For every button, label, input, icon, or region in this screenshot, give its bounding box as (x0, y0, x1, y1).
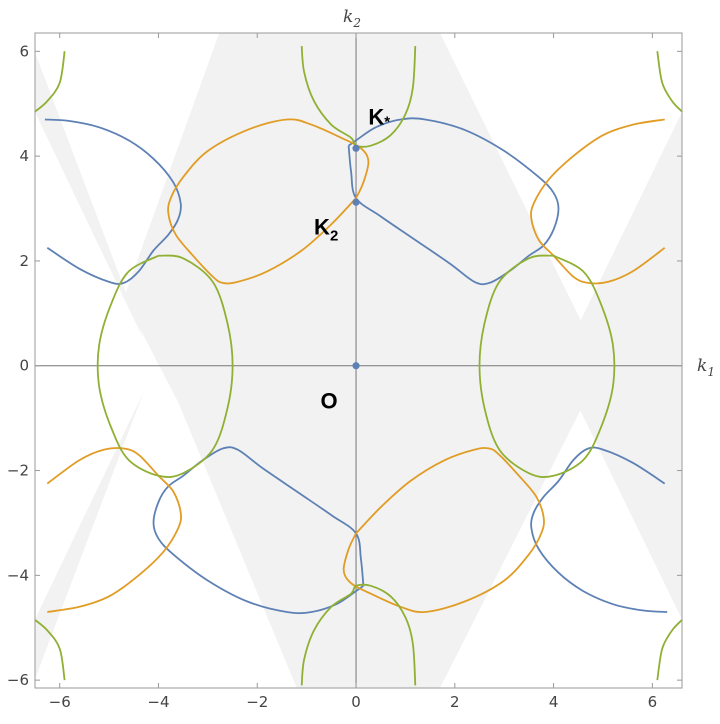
green-curve (656, 619, 682, 681)
x-tick-label: 4 (549, 693, 559, 711)
x-tick-label: −2 (246, 693, 268, 711)
shaded-region (35, 391, 144, 680)
plot-frame (34, 32, 683, 689)
green-curve (300, 583, 417, 686)
annotation-label: O (320, 389, 337, 414)
annotation-label: K* (368, 105, 390, 131)
shaded-region (123, 33, 356, 688)
y-tick-label: 2 (19, 252, 29, 270)
green-curve (35, 51, 66, 113)
axis-labels: k2 k1 (343, 7, 715, 379)
shaded-region (35, 52, 144, 340)
y-tick-label: 0 (19, 357, 29, 375)
y-tick-label: −2 (7, 462, 29, 480)
y-tick-label: 6 (19, 42, 29, 60)
green-curve (656, 51, 682, 113)
blue-curve (347, 117, 560, 286)
data-point (352, 144, 360, 152)
x-tick-label: 6 (648, 693, 658, 711)
orange-curve (530, 118, 666, 285)
blue-curve (44, 118, 182, 285)
points (352, 144, 360, 370)
y-tick-label: 4 (19, 147, 29, 165)
x-tick-label: 0 (351, 693, 361, 711)
blue-curve (530, 446, 668, 613)
blue-curve (152, 446, 365, 615)
y-axis-label: k2 (343, 7, 361, 30)
y-tick-label: −4 (7, 566, 29, 584)
orange-curve (46, 447, 182, 613)
green-curve (96, 254, 234, 478)
green-curve (35, 619, 66, 681)
tick-labels: −6 −4 −2 0 2 4 6 −6 −4 −2 0 2 4 6 (7, 33, 682, 711)
green-curve (478, 254, 616, 478)
annotation-label: K2 (314, 215, 338, 245)
y-tick-label: −6 (7, 671, 29, 689)
x-axis-label: k1 (697, 356, 715, 379)
data-point (352, 362, 360, 370)
x-tick-label: −6 (49, 693, 71, 711)
x-tick-label: −4 (147, 693, 169, 711)
annotations: O K2 K* (314, 105, 390, 414)
x-tick-label: 2 (450, 693, 460, 711)
data-point (352, 198, 360, 206)
